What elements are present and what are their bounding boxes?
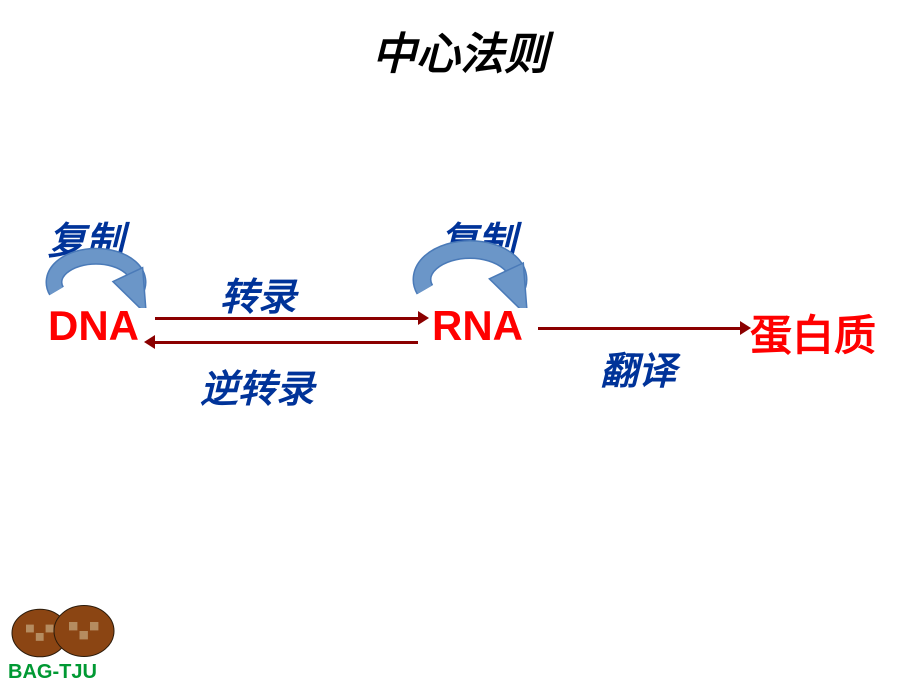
arrow-dna-to-rna-head: [418, 311, 429, 325]
node-dna: DNA: [48, 302, 139, 350]
loop-arrow-rna: [402, 218, 538, 308]
page-title: 中心法则: [372, 18, 548, 82]
arrow-rna-to-protein-head: [740, 321, 751, 335]
loop-arrow-dna: [34, 226, 158, 308]
arrow-rna-to-dna-head: [144, 335, 155, 349]
label-transcription: 转录: [220, 266, 296, 321]
label-translation: 翻译: [600, 340, 676, 395]
arrow-dna-to-rna-line: [155, 317, 418, 320]
logo-text: BAG-TJU: [8, 661, 97, 684]
arrow-rna-to-protein-line: [538, 327, 740, 330]
node-protein: 蛋白质: [750, 302, 876, 363]
node-rna: RNA: [432, 302, 523, 350]
logo-icon: [6, 597, 126, 662]
arrow-rna-to-dna-line: [155, 341, 418, 344]
label-reverse-transcription: 逆转录: [200, 358, 314, 413]
